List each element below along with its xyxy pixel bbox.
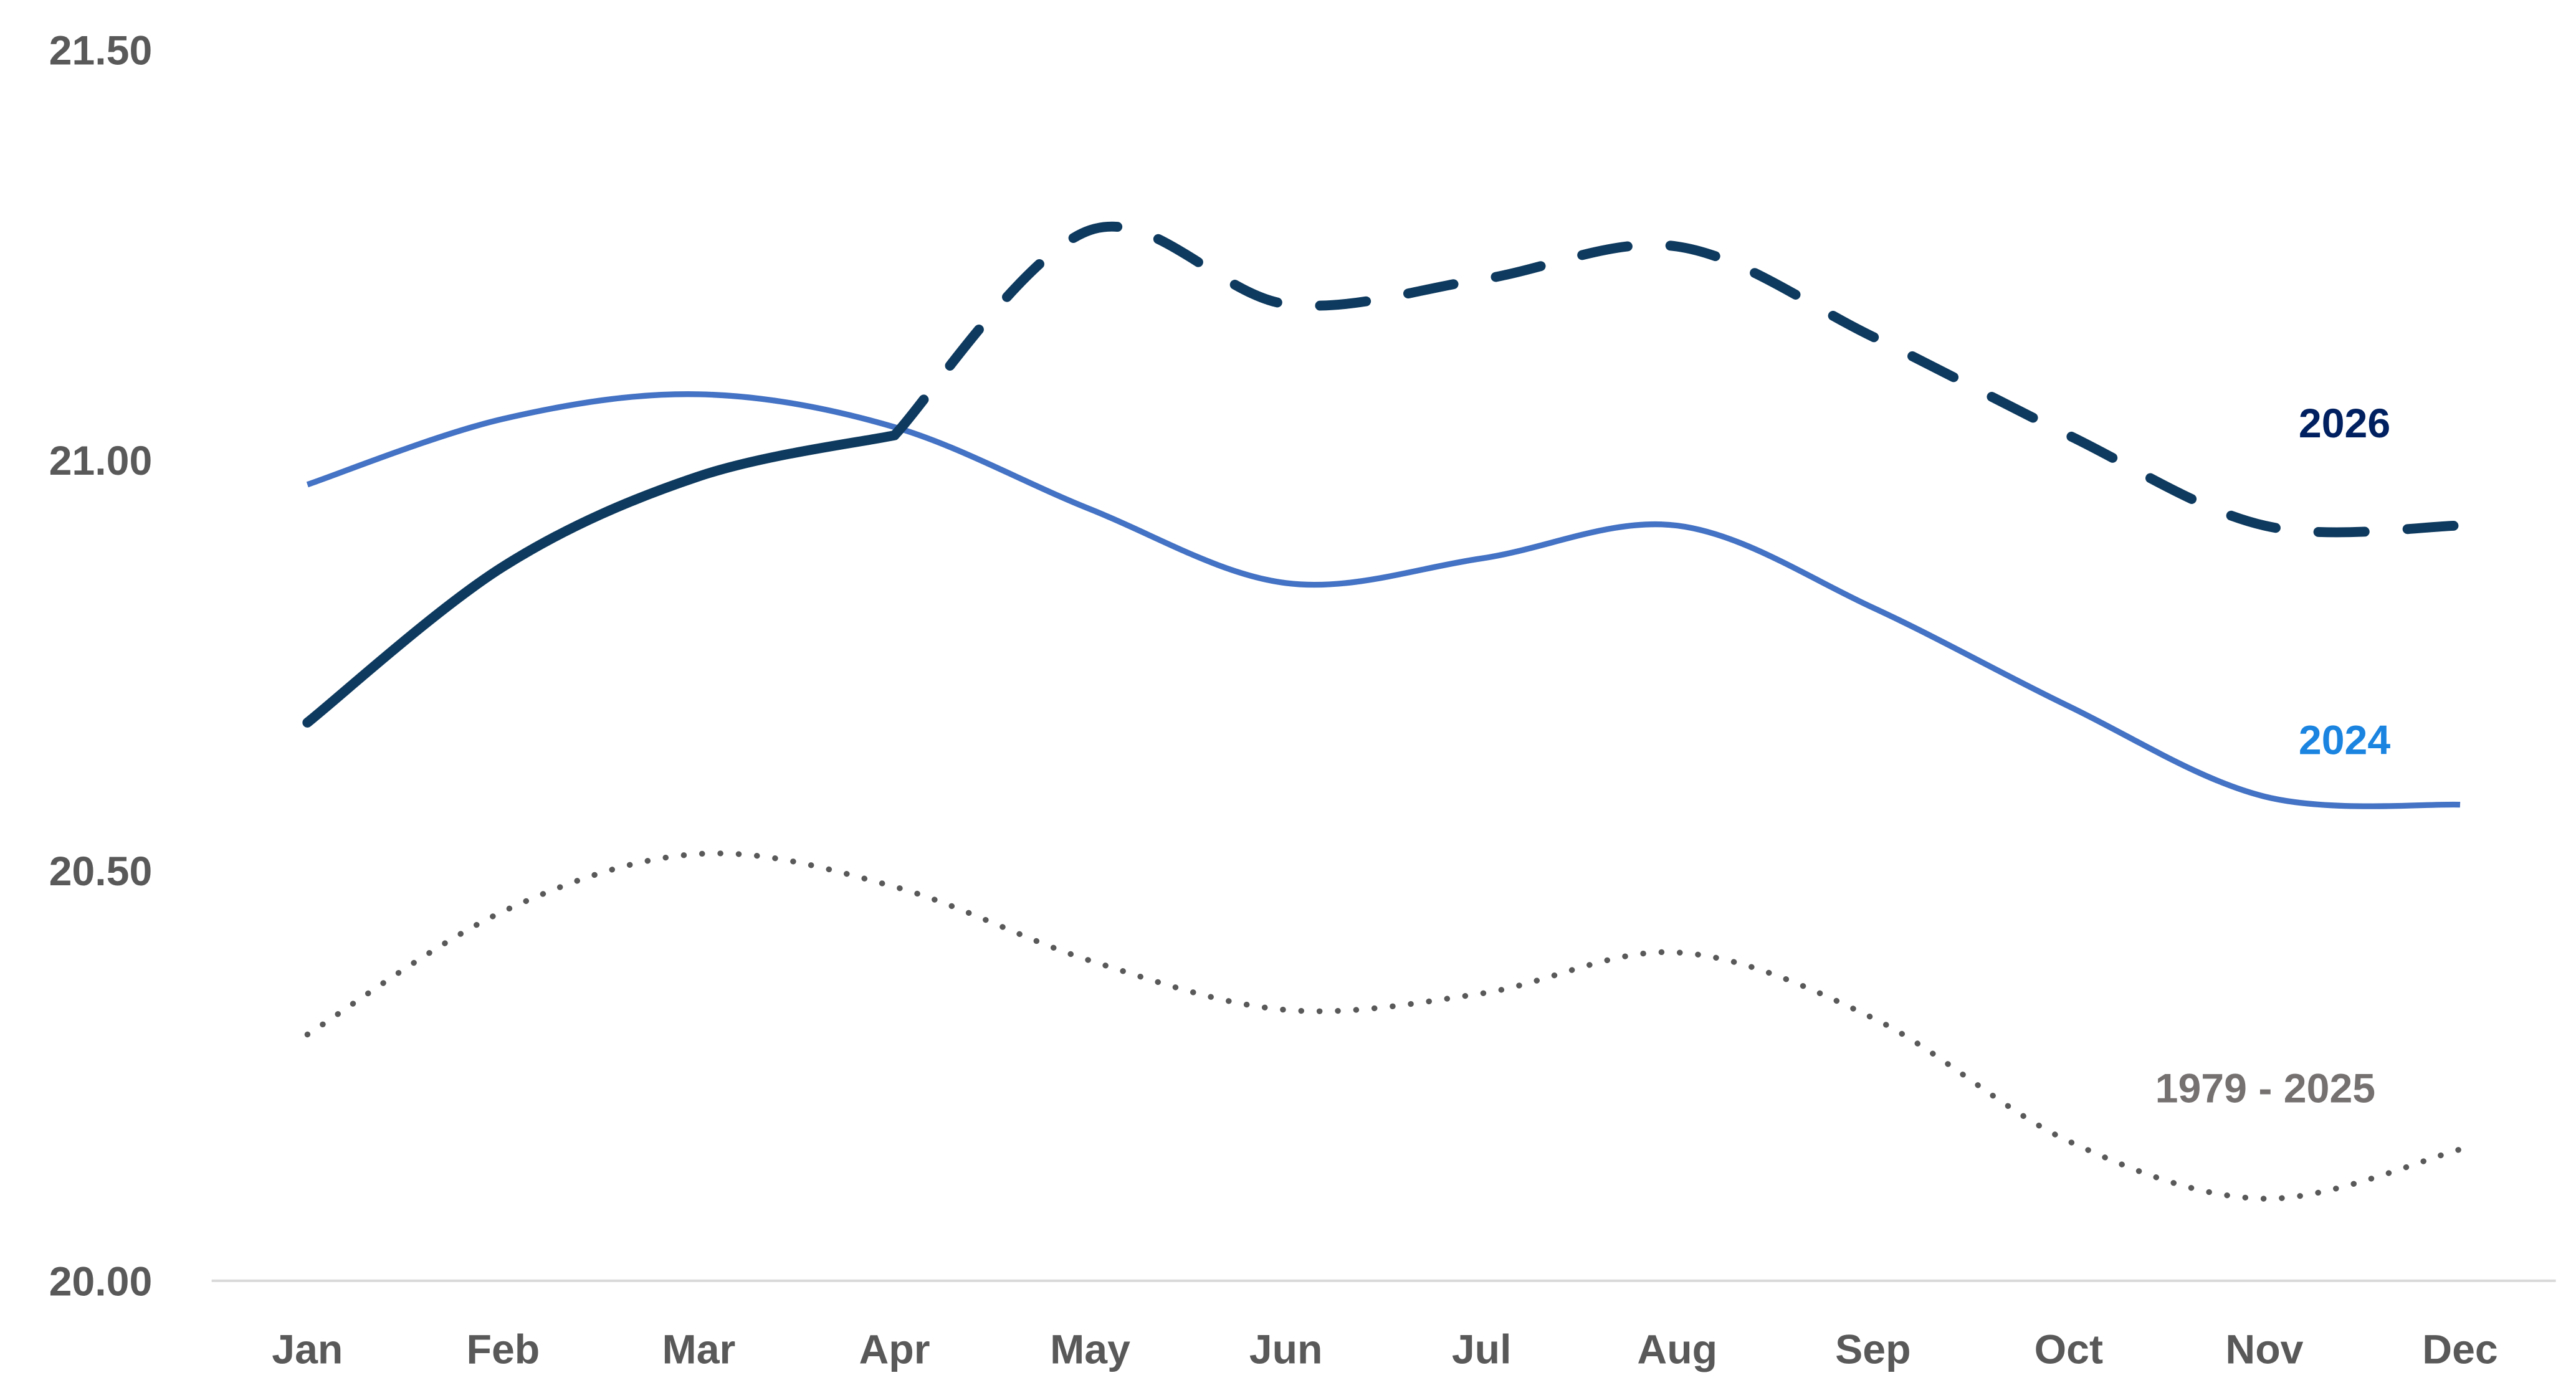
series-line-2026-forecast	[889, 221, 2465, 538]
series-line-2024	[306, 391, 2461, 809]
series-label-1979-2025: 1979 - 2025	[2155, 1066, 2375, 1112]
x-tick-label: Apr	[859, 1326, 930, 1372]
x-tick-label: Oct	[2035, 1326, 2103, 1372]
series-line-1979---2025	[304, 850, 2463, 1202]
y-tick-label: 20.00	[49, 1259, 153, 1305]
x-tick-label: Feb	[467, 1326, 540, 1372]
x-tick-label: May	[1050, 1326, 1130, 1372]
y-tick-label: 21.00	[49, 438, 153, 484]
series-label-2026: 2026	[2299, 401, 2390, 447]
x-tick-label: Aug	[1637, 1326, 1717, 1372]
series-line-2026	[302, 430, 900, 728]
x-tick-label: Jun	[1249, 1326, 1323, 1372]
x-tick-label: Jan	[272, 1326, 343, 1372]
x-tick-label: Sep	[1835, 1326, 1911, 1372]
x-tick-label: Nov	[2225, 1326, 2303, 1372]
y-tick-label: 20.50	[49, 849, 153, 895]
x-tick-label: Dec	[2422, 1326, 2497, 1372]
y-tick-label: 21.50	[49, 27, 153, 74]
x-tick-label: Jul	[1452, 1326, 1512, 1372]
x-tick-label: Mar	[662, 1326, 736, 1372]
series-label-2024: 2024	[2299, 718, 2390, 764]
